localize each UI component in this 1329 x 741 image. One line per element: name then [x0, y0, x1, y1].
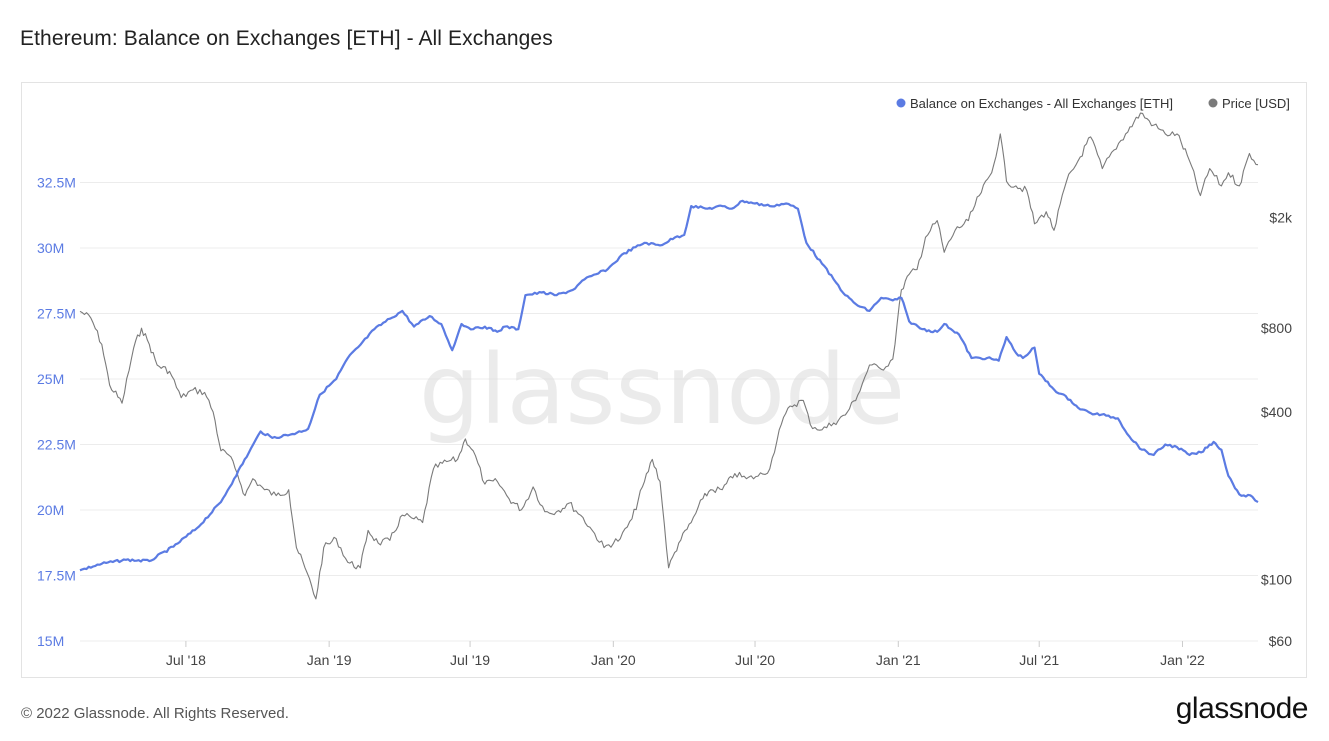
x-tick-label: Jul '18 — [166, 652, 206, 668]
left-tick-label: 32.5M — [37, 175, 76, 191]
left-axis: 15M 17.5M 20M 22.5M 25M 27.5M 30M 32.5M — [37, 175, 76, 650]
legend-marker — [1208, 98, 1218, 108]
right-axis: $60 $100 $400 $800 $2k — [1261, 210, 1293, 649]
legend-label: Price [USD] — [1222, 96, 1290, 111]
grid-lines — [80, 182, 1258, 642]
legend-label: Balance on Exchanges - All Exchanges [ET… — [910, 96, 1173, 111]
right-tick-label: $800 — [1261, 320, 1292, 336]
x-tick-label: Jan '21 — [876, 652, 921, 668]
series-line — [79, 199, 1259, 572]
series-line — [79, 112, 1259, 600]
x-tick-label: Jan '19 — [307, 652, 352, 668]
left-tick-label: 15M — [37, 633, 64, 649]
watermark: glassnode — [419, 334, 905, 446]
chart-frame: glassnode 15M 17.5M 20M 22.5M 25M 27.5M 30M 32.… — [21, 82, 1307, 678]
x-tick-label: Jul '21 — [1019, 652, 1059, 668]
left-tick-label: 17.5M — [37, 568, 76, 584]
x-tick-label: Jul '19 — [450, 652, 490, 668]
legend: Balance on Exchanges - All Exchanges [ET… — [896, 96, 1290, 111]
series-lines — [79, 112, 1259, 600]
right-tick-label: $2k — [1269, 210, 1293, 226]
left-tick-label: 20M — [37, 502, 64, 518]
copyright-text: © 2022 Glassnode. All Rights Reserved. — [21, 705, 289, 722]
page-title: Ethereum: Balance on Exchanges [ETH] - A… — [20, 27, 553, 50]
left-tick-label: 25M — [37, 371, 64, 387]
left-tick-label: 27.5M — [37, 306, 76, 322]
right-tick-label: $100 — [1261, 571, 1292, 587]
right-tick-label: $400 — [1261, 404, 1292, 420]
right-tick-label: $60 — [1269, 633, 1293, 649]
left-tick-label: 30M — [37, 240, 64, 256]
x-axis: Jul '18 Jan '19 Jul '19 Jan '20 Jul '20 Jan '… — [166, 641, 1205, 668]
x-tick-label: Jan '22 — [1160, 652, 1205, 668]
legend-marker — [896, 98, 906, 108]
x-tick-label: Jan '20 — [591, 652, 636, 668]
x-tick-label: Jul '20 — [735, 652, 775, 668]
glassnode-logo[interactable]: glassnode — [1175, 692, 1309, 725]
chart-svg: glassnode 15M 17.5M 20M 22.5M 25M 27.5M 30M 32.… — [37, 96, 1293, 668]
left-tick-label: 22.5M — [37, 437, 76, 453]
